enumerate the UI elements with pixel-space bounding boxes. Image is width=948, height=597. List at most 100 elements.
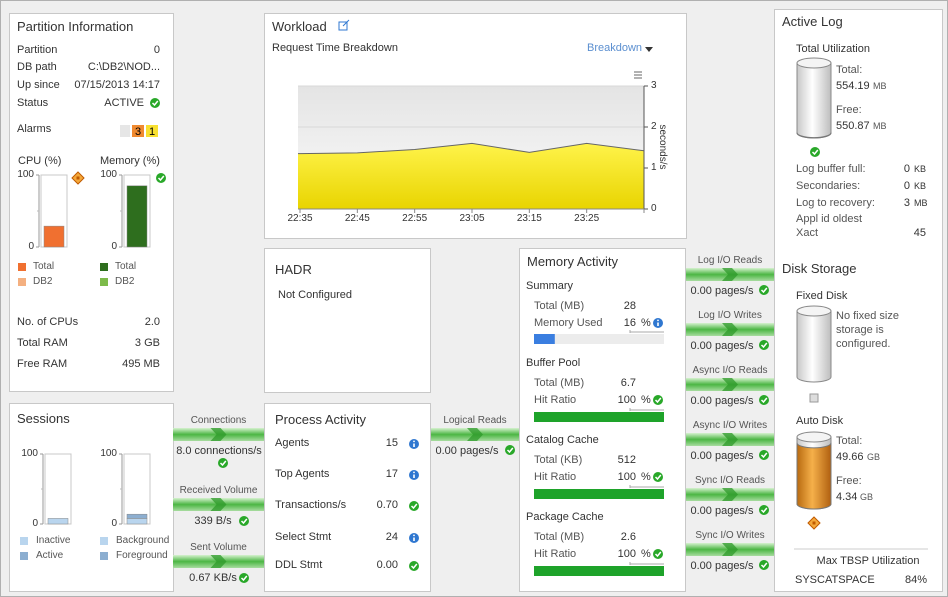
alarm-box <box>132 125 144 137</box>
metric-value: 550.87 <box>836 120 870 132</box>
legend-swatch <box>18 278 26 286</box>
ok-icon-tick <box>410 563 418 570</box>
process-panel <box>264 403 431 592</box>
gauge-tick-label: 0 <box>111 518 117 529</box>
row-value: 15 <box>385 437 398 449</box>
row-value: 0 <box>903 180 910 192</box>
ok-icon <box>759 395 769 405</box>
ok-icon-tick <box>157 175 165 182</box>
gauge-tick-label: 100 <box>21 448 38 459</box>
row-value: 0.70 <box>376 499 398 511</box>
ok-icon <box>218 458 228 468</box>
row-value: 2.6 <box>620 531 636 543</box>
row-label: Partition <box>17 44 58 56</box>
metric-unit: GB <box>860 492 874 502</box>
cylinder-fill <box>796 442 832 510</box>
row-value: 17 <box>385 468 398 480</box>
gauge-tick-label: 100 <box>17 169 34 180</box>
legend-label: Total <box>33 261 55 272</box>
flow-value: 0.00 pages/s <box>435 445 499 457</box>
row-value: 100 <box>617 394 636 406</box>
ok-icon <box>239 516 249 526</box>
x-tick-label: 22:55 <box>402 213 428 224</box>
row-value: 100 <box>617 471 636 483</box>
panel-title: Memory Activity <box>527 254 619 269</box>
breakdown-menu[interactable]: Breakdown <box>587 42 643 54</box>
row-unit: % <box>641 394 651 406</box>
row-unit: % <box>641 548 651 560</box>
info-icon-dot <box>413 534 415 537</box>
row-label: Total RAM <box>17 337 68 349</box>
cylinder-top <box>796 57 832 69</box>
metric-unit: MB <box>873 81 887 91</box>
section-title: Summary <box>526 280 574 292</box>
row-value: 3 <box>903 197 910 209</box>
metric-label: Free: <box>836 475 862 487</box>
row-label: Log to recovery: <box>796 197 875 209</box>
x-tick-label: 23:25 <box>574 213 600 224</box>
row-label: Agents <box>275 437 310 449</box>
legend-swatch <box>100 552 108 560</box>
ok-icon-tick <box>506 447 514 454</box>
alarm-count: 1 <box>149 126 155 138</box>
cylinder-top <box>796 305 832 317</box>
gauge-tick-label: 0 <box>28 241 34 252</box>
legend-label: DB2 <box>33 276 53 287</box>
alarm-box <box>120 125 130 137</box>
ok-icon <box>150 98 160 108</box>
alarm-count: 3 <box>135 126 141 138</box>
ok-icon-tick <box>240 575 248 582</box>
section-title: Catalog Cache <box>526 434 599 446</box>
disk-status-icon <box>809 393 819 403</box>
ok-icon-tick <box>760 562 768 569</box>
ok-icon-tick <box>410 503 418 510</box>
row-label: Memory Used <box>534 317 603 329</box>
gauge-bar <box>43 225 65 248</box>
flow-label: Log I/O Reads <box>697 255 763 266</box>
usage-bar <box>534 566 664 576</box>
panel-title: HADR <box>275 262 312 277</box>
legend-swatch <box>100 278 108 286</box>
flow-label: Connections <box>190 415 247 426</box>
flow-arrow <box>210 555 227 568</box>
row-label: DB path <box>17 61 57 73</box>
flow-label: Async I/O Writes <box>692 420 768 431</box>
row-label: DDL Stmt <box>275 559 323 571</box>
chart-subtitle: Request Time Breakdown <box>272 42 398 54</box>
ok-icon <box>759 560 769 570</box>
ok-icon-tick <box>760 507 768 514</box>
ok-icon-tick <box>760 342 768 349</box>
row-unit: KB <box>914 164 927 174</box>
area <box>298 143 644 209</box>
panel-title: Process Activity <box>275 412 367 427</box>
ok-icon <box>409 501 419 511</box>
row-value: 0 <box>153 44 160 56</box>
x-tick-label: 22:35 <box>287 213 313 224</box>
row-value: 84% <box>904 574 927 586</box>
row-label: Total (MB) <box>534 531 585 543</box>
gauge-bar <box>126 513 148 519</box>
gauge-title: CPU (%) <box>18 155 62 167</box>
row-value: 07/15/2013 14:17 <box>74 79 160 91</box>
row-value: 24 <box>385 531 398 543</box>
row-label: Hit Ratio <box>534 394 577 406</box>
gauge-tick-label: 100 <box>100 448 117 459</box>
legend-swatch <box>20 537 28 545</box>
section-title: Max TBSP Utilization <box>816 555 920 567</box>
row-unit: % <box>641 471 651 483</box>
row-value: 28 <box>623 300 636 312</box>
metric-label: Total: <box>836 435 863 447</box>
legend-swatch <box>100 263 108 271</box>
usage-bar <box>534 412 664 422</box>
cylinder-top <box>796 431 832 443</box>
ok-icon-tick <box>654 551 662 558</box>
flow-arrow <box>722 488 738 501</box>
ok-icon <box>653 549 663 559</box>
row-label: Secondaries: <box>796 180 861 192</box>
external-link-icon <box>342 19 350 27</box>
ok-icon <box>759 340 769 350</box>
panel-title: Active Log <box>782 14 843 29</box>
external-link-icon <box>338 21 348 31</box>
usage-track <box>534 334 664 344</box>
flow-value: 0.00 pages/s <box>690 560 754 572</box>
